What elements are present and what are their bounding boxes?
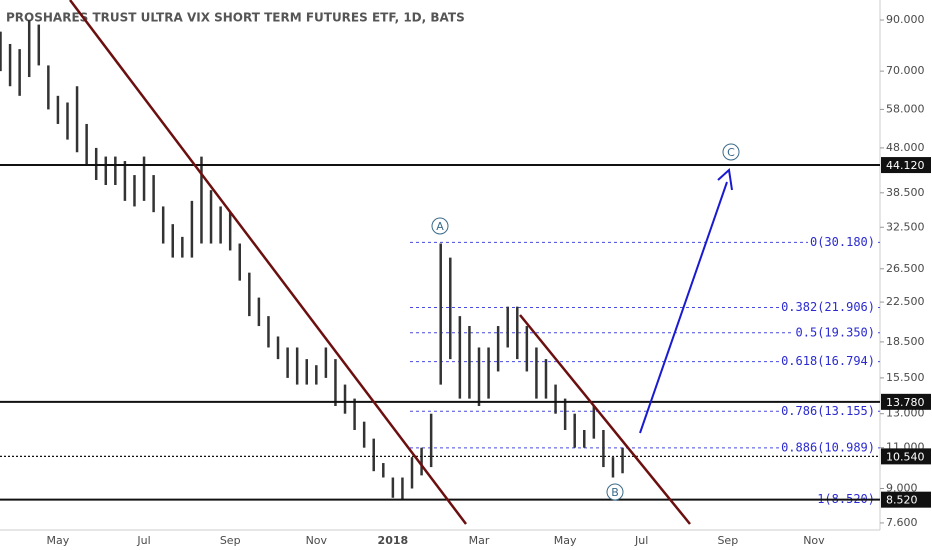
x-tick-label: May <box>47 534 70 547</box>
x-tick-label: 2018 <box>378 534 409 547</box>
y-tick-label: 13.000 <box>886 407 925 420</box>
x-tick-label: Nov <box>803 534 825 547</box>
fib-label: 0.786(13.155) <box>781 404 875 418</box>
y-tick-label: 38.500 <box>886 186 925 199</box>
wave-label: B <box>611 486 619 499</box>
x-tick-label: May <box>554 534 577 547</box>
projection-arrow <box>639 181 728 434</box>
x-tick-label: Nov <box>306 534 328 547</box>
y-tick-label: 90.000 <box>886 13 925 26</box>
x-tick-label: Sep <box>717 534 738 547</box>
wave-circle <box>722 143 740 161</box>
y-tick-label: 18.500 <box>886 335 925 348</box>
y-tick-label: 48.000 <box>886 141 925 154</box>
y-tick-label: 70.000 <box>886 64 925 77</box>
trend-line <box>519 314 691 525</box>
price-label: 8.520 <box>886 494 918 507</box>
x-tick-label: Sep <box>220 534 241 547</box>
x-tick-label: Mar <box>469 534 490 547</box>
fib-label-bg <box>779 300 877 315</box>
fib-label: 0(30.180) <box>810 235 875 249</box>
wave-circle <box>431 217 449 235</box>
wave-circle <box>606 483 624 501</box>
trend-line <box>69 0 467 525</box>
y-tick-label: 32.500 <box>886 220 925 233</box>
price-label-bg <box>881 491 931 508</box>
chart-title: PROSHARES TRUST ULTRA VIX SHORT TERM FUT… <box>6 11 465 25</box>
price-label-bg <box>881 157 931 174</box>
price-label: 10.540 <box>886 450 925 463</box>
x-tick-label: Jul <box>136 534 150 547</box>
x-tick-label: Jul <box>634 534 648 547</box>
fib-label: 0.382(21.906) <box>781 300 875 314</box>
y-tick-label: 26.500 <box>886 262 925 275</box>
fib-label: 0.618(16.794) <box>781 354 875 368</box>
fib-label-bg <box>793 325 877 340</box>
fib-label-bg <box>779 440 877 455</box>
price-label-bg <box>881 448 931 465</box>
y-tick-label: 15.500 <box>886 371 925 384</box>
fib-label: 0.886(10.989) <box>781 440 875 454</box>
price-label: 13.780 <box>886 396 925 409</box>
fib-label-bg <box>779 403 877 418</box>
price-label: 44.120 <box>886 159 925 172</box>
y-tick-label: 58.000 <box>886 102 925 115</box>
wave-label: C <box>727 146 735 159</box>
y-tick-label: 7.600 <box>886 516 918 529</box>
fib-label: 0.5(19.350) <box>796 325 875 339</box>
fib-label-bg <box>779 354 877 369</box>
fib-label-bg <box>807 234 877 249</box>
y-tick-label: 22.500 <box>886 295 925 308</box>
arrow-head <box>717 168 733 191</box>
price-label-bg <box>881 393 931 410</box>
y-tick-label: 9.000 <box>886 482 918 495</box>
wave-label: A <box>436 220 444 233</box>
